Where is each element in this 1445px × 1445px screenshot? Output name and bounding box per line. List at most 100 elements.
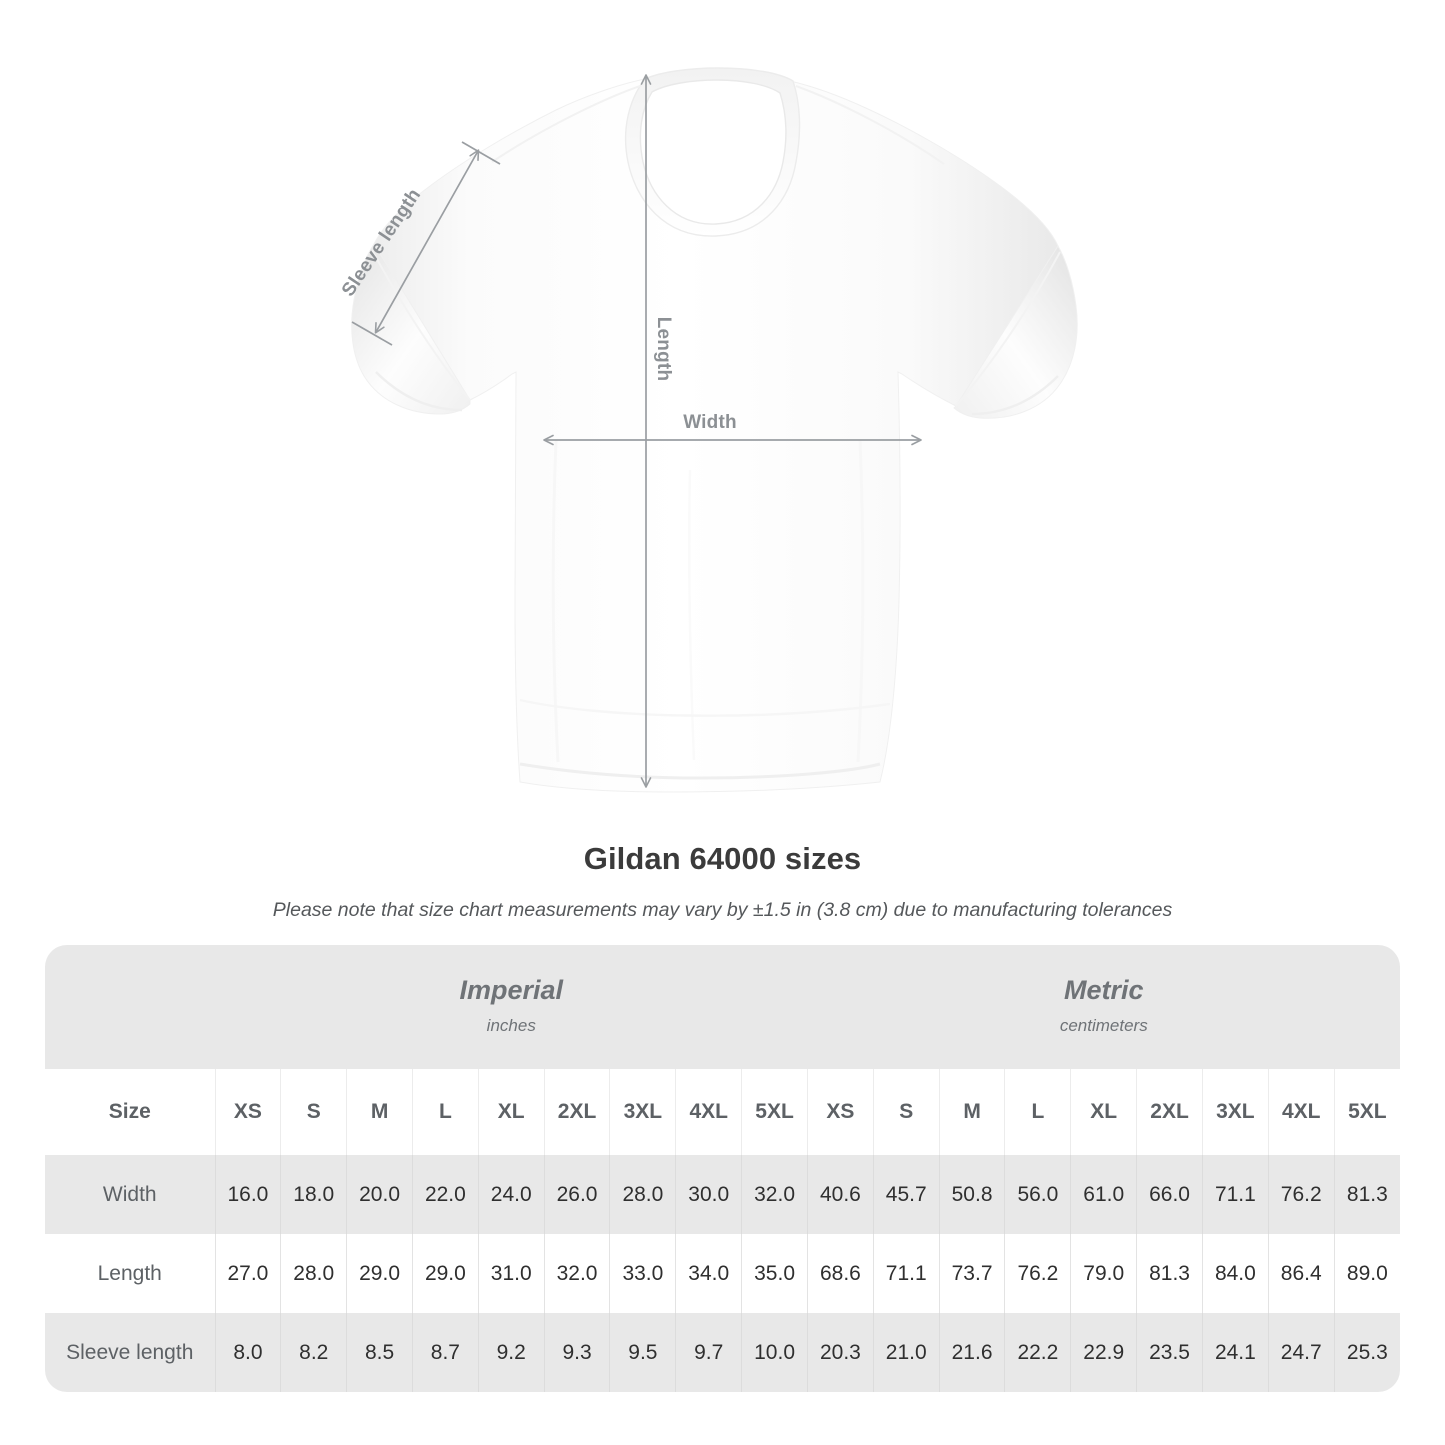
size-column-header: M xyxy=(938,1069,1005,1155)
unit-group-metric: Metric centimeters xyxy=(807,945,1401,1069)
row-header-size: Size xyxy=(45,1069,215,1155)
size-column-header: S xyxy=(280,1069,347,1155)
size-column-header: XS xyxy=(807,1069,874,1155)
measurement-cell: 66.0 xyxy=(1136,1155,1203,1234)
measurement-cell: 73.7 xyxy=(938,1234,1005,1313)
measurement-cell: 79.0 xyxy=(1070,1234,1137,1313)
measurement-cell: 8.7 xyxy=(411,1313,479,1392)
measurement-cell: 16.0 xyxy=(214,1155,281,1234)
measurement-cell: 20.0 xyxy=(346,1155,413,1234)
table-row: Sleeve length 8.0 8.2 8.5 8.7 9.2 9.3 9.5 9.7 10.… xyxy=(45,1313,1401,1392)
measurement-cell: 30.0 xyxy=(675,1155,742,1234)
measurement-cell: 40.6 xyxy=(807,1155,874,1234)
measurement-cell: 35.0 xyxy=(741,1234,808,1313)
measurement-cell: 24.7 xyxy=(1267,1313,1335,1392)
size-column-header: S xyxy=(872,1069,940,1155)
measurement-cell: 9.5 xyxy=(609,1313,676,1392)
size-column-header: XS xyxy=(214,1069,281,1155)
measurement-cell: 24.0 xyxy=(477,1155,545,1234)
measurement-cell: 76.2 xyxy=(1004,1234,1071,1313)
measurement-cell: 10.0 xyxy=(741,1313,808,1392)
measurement-row-label: Length xyxy=(45,1234,215,1313)
length-label: Length xyxy=(653,316,674,382)
size-column-header: 5XL xyxy=(1333,1069,1401,1155)
size-column-header: 2XL xyxy=(1136,1069,1203,1155)
table-row: Length 27.0 28.0 29.0 29.0 31.0 32.0 33.0 34.0 35… xyxy=(45,1234,1401,1313)
dimension-lines xyxy=(351,74,922,788)
unit-group-sublabel: centimeters xyxy=(1059,1016,1148,1035)
tolerance-note: Please note that size chart measurements… xyxy=(272,899,1173,921)
measurement-cell: 31.0 xyxy=(477,1234,545,1313)
measurement-cell: 32.0 xyxy=(741,1155,808,1234)
title-block: Gildan 64000 sizes Please note that size… xyxy=(0,838,1445,923)
measurement-cell: 24.1 xyxy=(1201,1313,1269,1392)
measurement-cell: 76.2 xyxy=(1267,1155,1335,1234)
measurement-cell: 32.0 xyxy=(543,1234,610,1313)
unit-group-imperial: Imperial inches xyxy=(215,945,808,1069)
measurement-cell: 20.3 xyxy=(807,1313,874,1392)
unit-banner-row: Imperial inches Metric centimeters xyxy=(45,945,1401,1069)
measurement-cell: 71.1 xyxy=(872,1234,940,1313)
size-column-header: L xyxy=(411,1069,479,1155)
measurement-cell: 22.2 xyxy=(1004,1313,1071,1392)
measurement-cell: 27.0 xyxy=(214,1234,281,1313)
measurement-cell: 21.6 xyxy=(938,1313,1005,1392)
measurement-cell: 28.0 xyxy=(609,1155,676,1234)
tshirt-illustration xyxy=(351,67,1078,793)
size-column-header: 4XL xyxy=(1267,1069,1335,1155)
measurement-cell: 81.3 xyxy=(1136,1234,1203,1313)
measurement-cell: 21.0 xyxy=(872,1313,940,1392)
size-column-header: 4XL xyxy=(675,1069,742,1155)
measurement-cell: 29.0 xyxy=(411,1234,479,1313)
measurement-cell: 8.5 xyxy=(346,1313,413,1392)
size-column-header: 2XL xyxy=(543,1069,610,1155)
tshirt-diagram: Sleeve length Length Width xyxy=(338,67,1078,793)
measurement-cell: 29.0 xyxy=(346,1234,413,1313)
size-column-header: 3XL xyxy=(1201,1069,1269,1155)
measurement-row-label: Width xyxy=(45,1155,215,1234)
measurement-cell: 8.2 xyxy=(280,1313,347,1392)
width-label: Width xyxy=(683,412,737,433)
measurement-cell: 61.0 xyxy=(1070,1155,1137,1234)
size-column-header: 3XL xyxy=(609,1069,676,1155)
table-row: Width 16.0 18.0 20.0 22.0 24.0 26.0 28.0 30.0 32.… xyxy=(45,1155,1401,1234)
measurement-cell: 56.0 xyxy=(1004,1155,1071,1234)
measurement-cell: 25.3 xyxy=(1333,1313,1401,1392)
measurement-cell: 22.9 xyxy=(1070,1313,1137,1392)
measurement-cell: 9.3 xyxy=(543,1313,610,1392)
unit-banner-spacer xyxy=(45,945,215,1069)
sleeve-tick-top xyxy=(461,141,501,165)
measurement-cell: 45.7 xyxy=(872,1155,940,1234)
measurement-cell: 28.0 xyxy=(280,1234,347,1313)
measurement-cell: 34.0 xyxy=(675,1234,742,1313)
measurement-cell: 26.0 xyxy=(543,1155,610,1234)
measurement-row-label: Sleeve length xyxy=(45,1313,215,1392)
measurement-cell: 84.0 xyxy=(1201,1234,1269,1313)
size-header-row: Size XS S M L XL 2XL 3XL 4XL 5XL XS S M L XL 2XL 3XL 4XL 5… xyxy=(45,1069,1401,1155)
size-column-header: 5XL xyxy=(741,1069,808,1155)
size-chart-table: Imperial inches Metric centimeters Size XS S M L… xyxy=(45,945,1401,1392)
measurement-cell: 18.0 xyxy=(280,1155,347,1234)
measurement-cell: 68.6 xyxy=(807,1234,874,1313)
measurement-cell: 81.3 xyxy=(1333,1155,1401,1234)
sleeve-arrow xyxy=(374,149,480,334)
measurement-cell: 22.0 xyxy=(411,1155,479,1234)
sleeve-tick-bottom xyxy=(351,321,393,346)
measurement-cell: 9.7 xyxy=(675,1313,742,1392)
measurement-cell: 8.0 xyxy=(214,1313,281,1392)
measurement-cell: 50.8 xyxy=(938,1155,1005,1234)
measurement-cell: 86.4 xyxy=(1267,1234,1335,1313)
unit-group-name: Imperial xyxy=(459,975,564,1005)
size-column-header: L xyxy=(1004,1069,1071,1155)
size-chart-table-container: Imperial inches Metric centimeters Size XS S M L… xyxy=(45,945,1401,1392)
measurement-cell: 23.5 xyxy=(1136,1313,1203,1392)
size-column-header: XL xyxy=(477,1069,545,1155)
measurement-cell: 89.0 xyxy=(1333,1234,1401,1313)
page-title: Gildan 64000 sizes xyxy=(583,841,862,876)
measurement-cell: 71.1 xyxy=(1201,1155,1269,1234)
measurement-cell: 9.2 xyxy=(477,1313,545,1392)
unit-group-sublabel: inches xyxy=(486,1016,536,1035)
unit-group-name: Metric xyxy=(1064,975,1144,1005)
size-column-header: XL xyxy=(1070,1069,1137,1155)
measurement-cell: 33.0 xyxy=(609,1234,676,1313)
